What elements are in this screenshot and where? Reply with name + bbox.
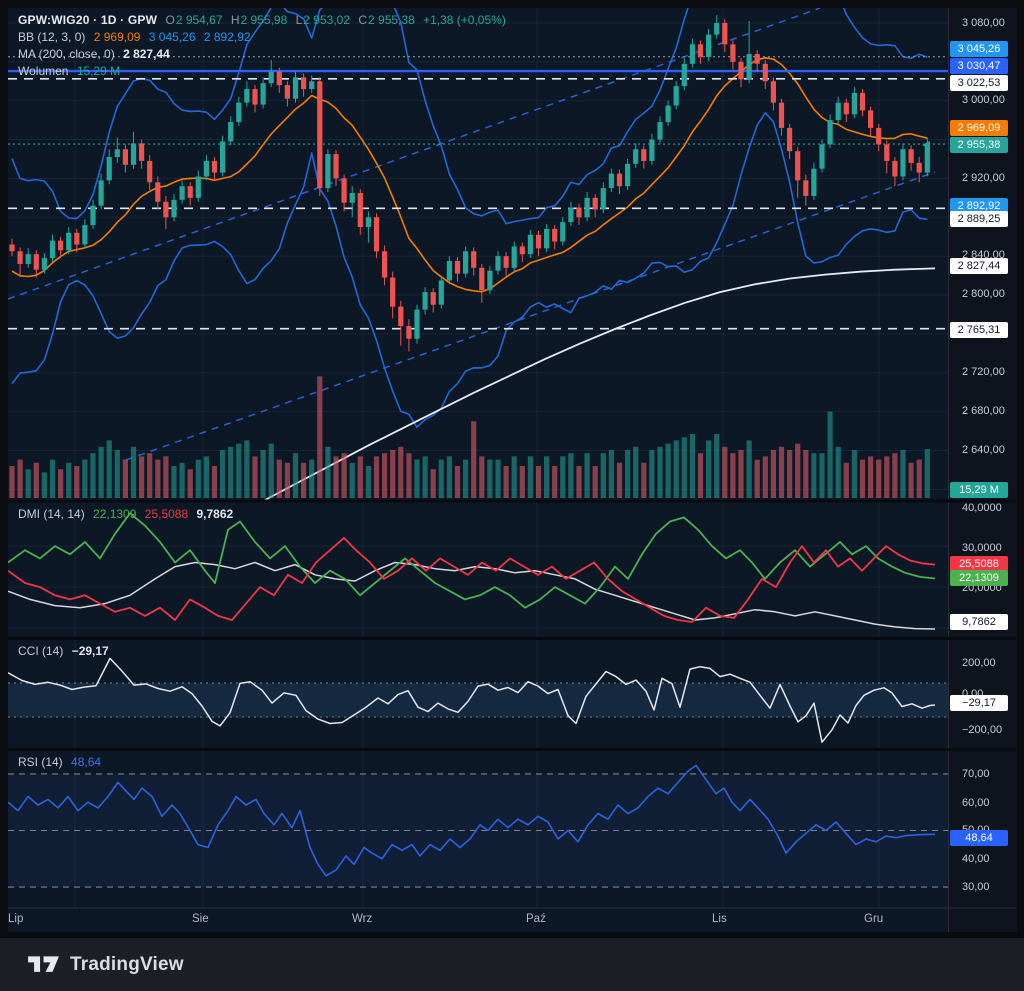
time-axis-label: Sie xyxy=(192,913,209,925)
price-scale-label: 40,00 xyxy=(962,853,990,865)
symbol-title: GPW:WIG20 · 1D · GPW xyxy=(18,13,158,27)
time-axis-label: Lip xyxy=(8,913,24,925)
price-scale-badge: 3 045,26 xyxy=(950,41,1008,57)
price-scale-badge: 3 022,53 xyxy=(950,75,1008,91)
time-axis[interactable] xyxy=(8,908,948,932)
price-scale-label: 2 720,00 xyxy=(962,366,1005,378)
change-value: +1,38 (+0,05%) xyxy=(423,13,506,27)
price-scale-label: 2 920,00 xyxy=(962,172,1005,184)
price-scale-badge: 48,64 xyxy=(950,830,1008,846)
price-scale-badge: 9,7862 xyxy=(950,614,1008,630)
tradingview-brand-text[interactable]: TradingView xyxy=(70,953,184,975)
price-scale-label: 3 000,00 xyxy=(962,94,1005,106)
bb-legend-row[interactable]: BB (12, 3, 0) 2 969,09 3 045,26 2 892,92 xyxy=(18,30,251,44)
price-scale-badge: −29,17 xyxy=(950,695,1008,711)
price-scale-badge: 22,1309 xyxy=(950,570,1008,586)
price-scale-label: 2 640,00 xyxy=(962,444,1005,456)
price-scale-badge: 25,5088 xyxy=(950,556,1008,572)
volume-legend-row[interactable]: Wolumen 15,29 M xyxy=(18,64,121,78)
price-scale-badge: 2 969,09 xyxy=(950,120,1008,136)
time-axis-label: Gru xyxy=(864,913,884,925)
ma-legend-row[interactable]: MA (200, close, 0) 2 827,44 xyxy=(18,47,170,61)
time-axis-label: Wrz xyxy=(352,913,373,925)
dmi-legend-row[interactable]: DMI (14, 14) 22,1309 25,5088 9,7862 xyxy=(18,507,234,521)
price-scale-badge: 2 889,25 xyxy=(950,211,1008,227)
price-scale-label: 200,00 xyxy=(962,657,996,669)
price-scale-label: 30,0000 xyxy=(962,542,1002,554)
chart-pane-background xyxy=(8,8,948,908)
price-scale-label: 70,00 xyxy=(962,768,990,780)
price-scale[interactable] xyxy=(948,8,1017,932)
price-scale-badge: 15,29 M xyxy=(950,482,1008,498)
price-scale-label: 2 680,00 xyxy=(962,405,1005,417)
time-axis-label: Paź xyxy=(526,913,546,925)
price-scale-badge: 2 827,44 xyxy=(950,258,1008,274)
cci-legend-row[interactable]: CCI (14) −29,17 xyxy=(18,644,109,658)
price-scale-badge: 3 030,47 xyxy=(950,58,1008,74)
price-scale-badge: 2 892,92 xyxy=(950,198,1008,214)
rsi-legend-row[interactable]: RSI (14) 48,64 xyxy=(18,755,102,769)
price-scale-label: 60,00 xyxy=(962,797,990,809)
footer-bar: TradingView xyxy=(0,938,1024,991)
price-scale-label: 3 080,00 xyxy=(962,17,1005,29)
price-scale-badge: 2 765,31 xyxy=(950,322,1008,338)
price-scale-label: −200,00 xyxy=(962,724,1003,736)
symbol-legend-row[interactable]: GPW:WIG20 · 1D · GPW O2 954,67 H2 955,98… xyxy=(18,13,506,27)
tradingview-logo-icon[interactable] xyxy=(28,953,59,977)
price-scale-label: 2 800,00 xyxy=(962,288,1005,300)
price-scale-label: 40,0000 xyxy=(962,502,1002,514)
price-scale-badge: 2 955,38 xyxy=(950,137,1008,153)
price-scale-label: 30,00 xyxy=(962,881,990,893)
time-axis-label: Lis xyxy=(712,913,727,925)
